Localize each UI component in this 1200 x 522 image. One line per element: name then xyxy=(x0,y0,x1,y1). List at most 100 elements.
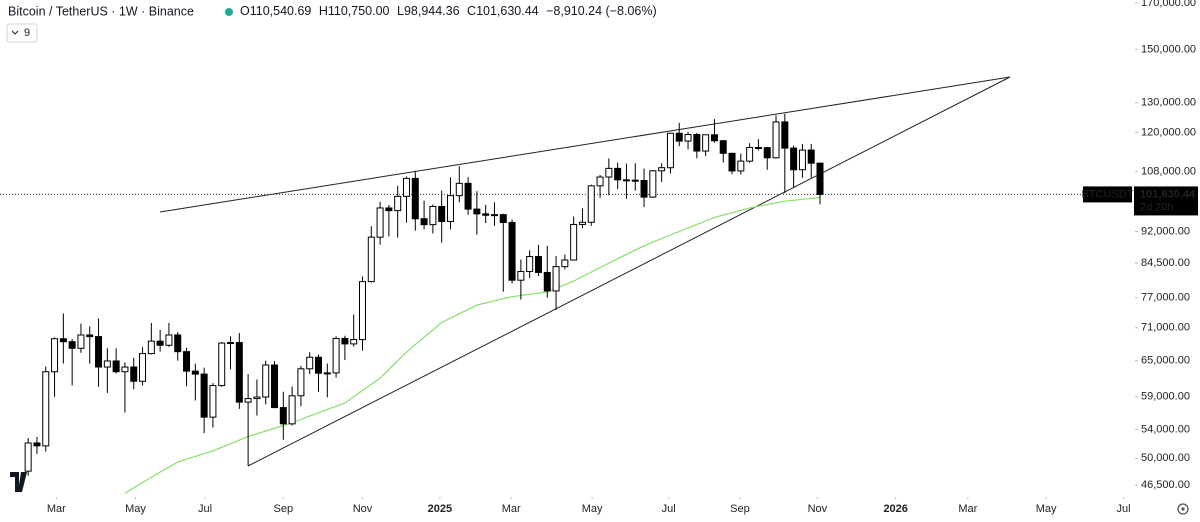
candle-body xyxy=(139,353,147,382)
price-tag-label: 101,630.44 xyxy=(1140,188,1196,200)
candle-body xyxy=(737,160,745,172)
candle-body xyxy=(658,167,666,172)
y-tick-label: 77,000.00 xyxy=(1141,292,1190,304)
candle-body xyxy=(121,366,129,373)
x-tick-label: Sep xyxy=(274,503,294,515)
candle-body xyxy=(596,176,604,187)
candle-body xyxy=(482,213,490,216)
change-readout: −8,910.24 (−8.06%) xyxy=(546,4,657,18)
candle-body xyxy=(508,221,516,281)
candle-body xyxy=(68,341,76,349)
candle-body xyxy=(376,207,384,238)
candle-body xyxy=(578,221,586,225)
open-readout: O110,540.69 xyxy=(240,4,311,18)
candle-body xyxy=(649,170,657,198)
candle-body xyxy=(297,368,305,397)
candle-body xyxy=(112,360,120,373)
moving-average xyxy=(124,196,821,494)
candle-body xyxy=(464,182,472,210)
y-tick-label: 92,000.00 xyxy=(1141,225,1190,237)
candle-body xyxy=(156,340,164,346)
candle-body xyxy=(420,218,428,226)
candle-body xyxy=(781,121,789,149)
candle-body xyxy=(174,334,182,353)
wedge-lower-line xyxy=(247,76,1011,467)
y-tick-label: 46,500.00 xyxy=(1141,479,1190,491)
candle-body xyxy=(429,205,437,226)
candle-body xyxy=(315,356,323,374)
candle-body xyxy=(279,407,287,425)
candle-body xyxy=(402,177,410,197)
candle-body xyxy=(534,256,542,273)
candle-body xyxy=(517,271,525,281)
candle-body xyxy=(710,134,718,142)
candle-body xyxy=(244,398,252,403)
candle-body xyxy=(306,356,314,370)
candle-body xyxy=(86,334,94,338)
y-tick-label: 130,000.00 xyxy=(1141,97,1196,109)
settings-icon[interactable] xyxy=(1177,503,1189,515)
candle-body xyxy=(165,334,173,346)
candle-body xyxy=(666,132,674,169)
candle-body xyxy=(77,334,85,349)
y-tick-label: 84,500.00 xyxy=(1141,257,1190,269)
candle-body xyxy=(235,342,243,403)
x-tick-label: Jul xyxy=(1117,503,1131,515)
candle-body xyxy=(719,140,727,154)
candle-body xyxy=(271,364,279,409)
candle-body xyxy=(59,338,67,343)
candle-body xyxy=(561,259,569,268)
symbol-tag-label: BTCUSDT xyxy=(1082,188,1134,200)
x-tick-label: Mar xyxy=(47,503,66,515)
candle-body xyxy=(763,147,771,159)
x-tick-label: 2026 xyxy=(883,503,907,515)
candle-body xyxy=(253,396,261,400)
candle-body xyxy=(587,185,595,223)
candle-body xyxy=(367,236,375,283)
candle-body xyxy=(614,167,622,181)
candle-body xyxy=(323,372,331,375)
candle-body xyxy=(227,342,235,345)
candle-body xyxy=(218,342,226,387)
candle-body xyxy=(473,208,481,215)
x-tick-label: Jul xyxy=(662,503,676,515)
candle-body xyxy=(95,336,103,368)
price-tag xyxy=(1134,186,1198,216)
candle-body xyxy=(209,385,217,418)
candle-body xyxy=(411,177,419,220)
candle-body xyxy=(51,338,59,373)
candle-body xyxy=(147,340,155,355)
logo[interactable] xyxy=(10,472,27,492)
candle-body xyxy=(693,133,701,152)
y-tick-label: 71,000.00 xyxy=(1141,322,1190,334)
chevron-icon xyxy=(11,30,19,35)
candle-body xyxy=(798,149,806,171)
candle-body xyxy=(358,281,366,341)
x-tick-label: Nov xyxy=(353,503,373,515)
candle-body xyxy=(772,121,780,159)
candle-body xyxy=(130,366,138,382)
settings-icon-center xyxy=(1181,507,1185,511)
y-tick-label: 150,000.00 xyxy=(1141,44,1196,56)
y-tick-label: 120,000.00 xyxy=(1141,127,1196,139)
candle-body xyxy=(807,149,815,164)
y-tick-label: 59,000.00 xyxy=(1141,391,1190,403)
candle-body xyxy=(385,207,393,212)
x-tick-label: Mar xyxy=(502,503,521,515)
high-readout: H110,750.00 xyxy=(319,4,390,18)
candle-body xyxy=(394,195,402,212)
candle-body xyxy=(103,360,111,368)
y-tick-label: 65,000.00 xyxy=(1141,355,1190,367)
candle-body xyxy=(341,337,349,345)
wedge-upper-line xyxy=(159,76,1011,213)
y-tick-label: 170,000.00 xyxy=(1141,0,1196,9)
candle-body xyxy=(455,182,463,197)
low-readout: L98,944.36 xyxy=(397,4,460,18)
candle-body xyxy=(33,442,41,447)
x-tick-label: Mar xyxy=(958,503,977,515)
x-tick-label: 2025 xyxy=(428,503,452,515)
x-tick-label: May xyxy=(582,503,603,515)
candle-body xyxy=(746,146,754,162)
indicator-toggle[interactable] xyxy=(6,23,38,43)
